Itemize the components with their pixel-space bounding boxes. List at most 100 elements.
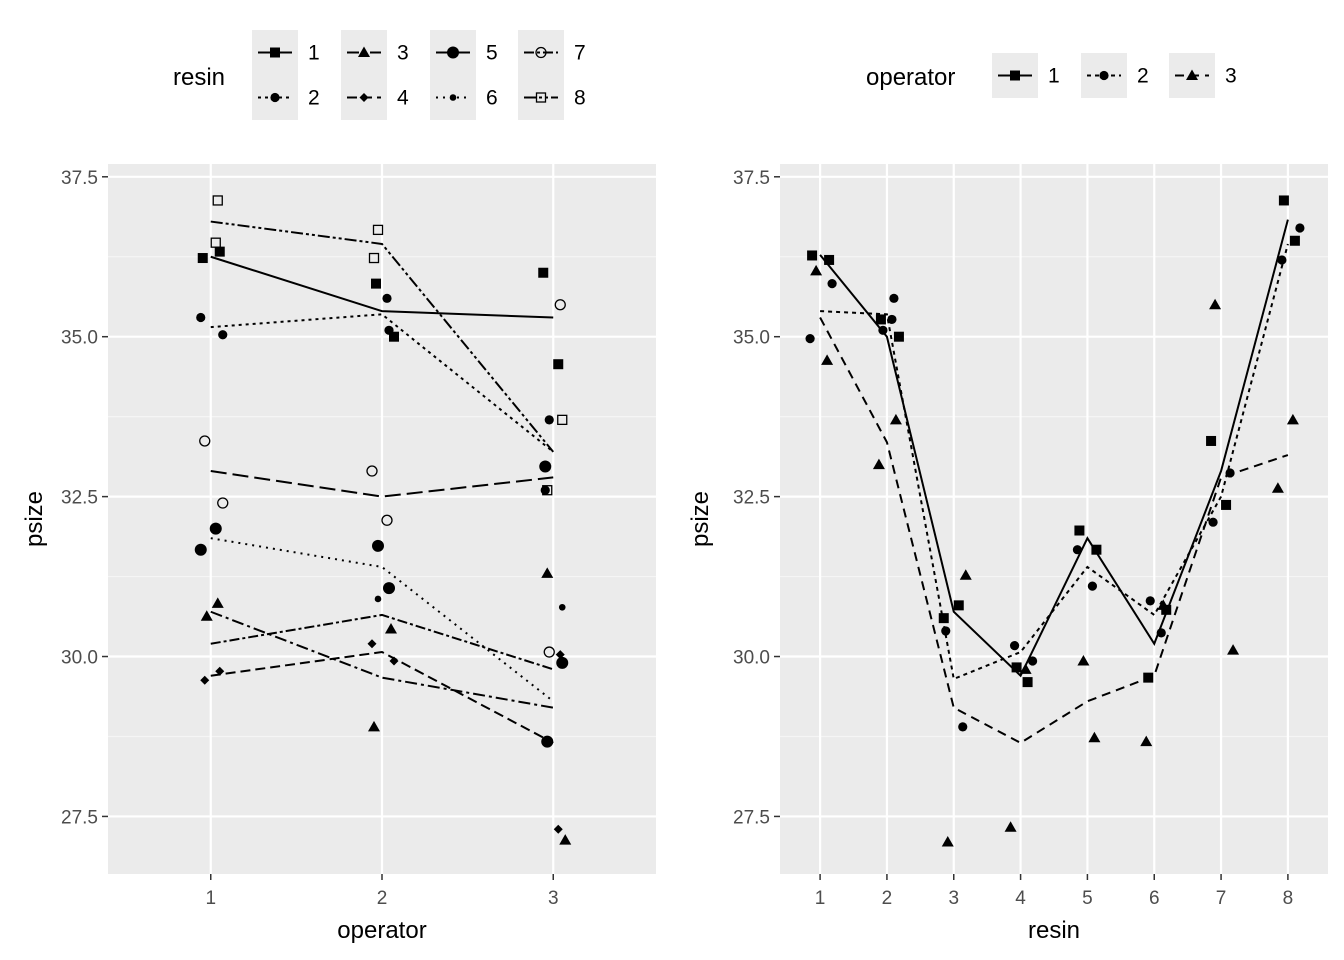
series-3-point [1271, 482, 1284, 493]
legend-key-symbol [535, 92, 547, 103]
panel-left-x-axis: 1 2 3 [205, 874, 559, 909]
series-3-line [819, 317, 1289, 745]
series-1-point [1011, 662, 1022, 673]
series-2-point [889, 293, 899, 303]
legend-label: 7 [574, 42, 586, 65]
legend-right-entry-3: 3 [1169, 53, 1237, 98]
series-1-point [953, 600, 964, 611]
x-tick-label: 8 [1283, 888, 1294, 909]
series-8-point [210, 237, 221, 248]
series-2-point [827, 279, 837, 289]
series-5-point [556, 656, 569, 669]
x-tick-label: 5 [1082, 888, 1093, 909]
series-4-point [200, 675, 210, 685]
series-1-point [389, 331, 399, 342]
series-8-line [210, 220, 555, 453]
series-1-point [1091, 544, 1102, 555]
panel-right-grid [780, 164, 1328, 874]
series-2-point [1009, 641, 1020, 651]
y-tick-label: 35.0 [733, 328, 770, 349]
series-1-point [1221, 499, 1232, 510]
series-2-line [210, 313, 554, 453]
series-4-point [389, 656, 399, 666]
panel-right-y-title: psize [687, 491, 714, 547]
legend-label: 8 [574, 87, 586, 110]
panel-right-x-title: resin [1028, 917, 1080, 944]
x-tick-label: 6 [1149, 888, 1160, 909]
series-1-point [1289, 235, 1300, 246]
x-tick-label: 2 [377, 888, 388, 909]
x-tick-label: 1 [205, 888, 216, 909]
series-3-point [889, 413, 902, 425]
series-8-point [372, 224, 384, 236]
legend-left-entry-2: 2 [252, 75, 320, 120]
legend-left-entry-6: 6 [430, 75, 498, 120]
series-3-point [1019, 663, 1032, 674]
legend-right-entry-2: 2 [1081, 53, 1149, 98]
x-tick-label: 2 [882, 888, 893, 909]
series-7-line [210, 613, 554, 671]
legend-label: 3 [397, 42, 409, 65]
panel-left-grid [108, 164, 656, 874]
series-4-point [215, 666, 225, 676]
series-3-point [1088, 731, 1101, 743]
series-2-point [1027, 656, 1038, 666]
legend-key-symbol [1010, 70, 1020, 81]
series-3-point [1227, 644, 1240, 655]
y-tick-label: 27.5 [733, 807, 770, 828]
series-1-point [938, 613, 949, 624]
legend-key-symbol [1099, 70, 1109, 81]
series-2-point [384, 325, 394, 335]
series-4-line [210, 651, 554, 744]
series-6-point [541, 738, 549, 745]
series-3-line [210, 610, 554, 709]
panel-left-x-title: operator [337, 917, 426, 944]
panel-left-points [194, 195, 572, 845]
series-1-point [553, 359, 564, 370]
panel-left-y-title: psize [21, 491, 48, 547]
series-2-point [1072, 545, 1083, 555]
series-6-line [210, 537, 554, 703]
series-2-point [196, 312, 206, 323]
series-1-point [214, 246, 225, 257]
series-3-point [385, 623, 397, 634]
series-3-point [810, 264, 823, 276]
legend-key-symbol [359, 93, 369, 102]
series-2-point [1087, 581, 1098, 591]
series-5-line [210, 470, 554, 498]
series-2-point [1145, 596, 1155, 606]
series-2-point [218, 330, 228, 340]
legend-label: 4 [397, 87, 409, 110]
series-1-point [1022, 677, 1033, 688]
legend-label: 6 [486, 87, 498, 110]
legend-key-symbol [1186, 69, 1198, 80]
series-3-point [941, 836, 954, 847]
series-2-point [1225, 468, 1235, 478]
panel-right-y-axis: 27.5 30.0 32.5 35.0 37.5 [733, 168, 780, 828]
series-2-point [805, 334, 815, 344]
x-tick-label: 1 [815, 888, 826, 909]
legend-label: 1 [308, 42, 320, 65]
series-5-point [539, 460, 552, 473]
series-2-point [1295, 223, 1305, 233]
series-4-point [553, 824, 563, 834]
series-4-point [367, 639, 377, 649]
panel-right-background [780, 164, 1328, 874]
panel-left-y-axis: 27.5 30.0 32.5 35.0 37.5 [61, 168, 108, 828]
x-tick-label: 4 [1015, 888, 1026, 909]
series-3-point [368, 720, 380, 732]
legend-label: 2 [308, 87, 320, 110]
series-2-point [1277, 255, 1287, 265]
y-tick-label: 32.5 [61, 488, 98, 509]
legend-left-entry-1: 1 [252, 30, 320, 75]
y-tick-label: 37.5 [61, 168, 98, 189]
series-3-point [1004, 821, 1017, 832]
legend-key-symbol [447, 46, 459, 59]
y-tick-label: 37.5 [733, 168, 770, 189]
series-5-point [194, 543, 207, 556]
series-3-point [959, 569, 972, 580]
legend-label: 3 [1225, 65, 1237, 88]
series-1-line [210, 255, 554, 319]
y-tick-label: 32.5 [733, 488, 770, 509]
